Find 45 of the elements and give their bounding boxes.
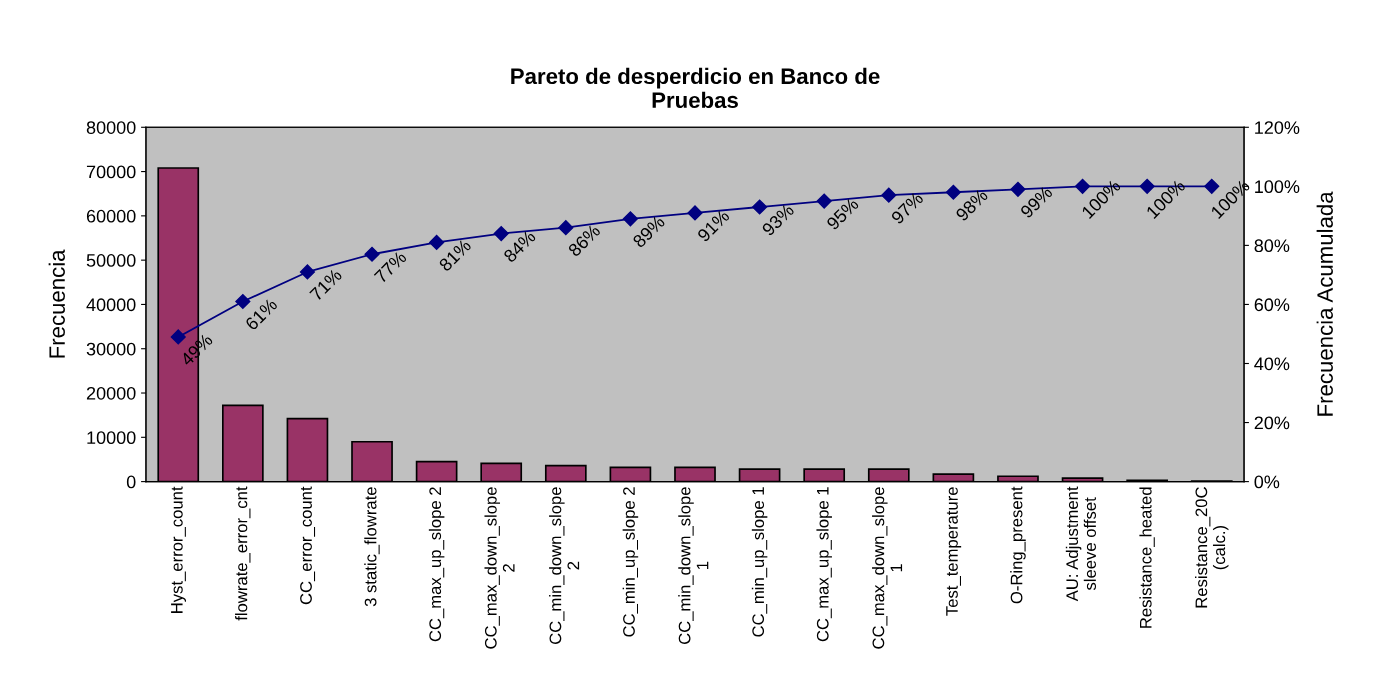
y-tick-label: 0 — [126, 475, 136, 489]
x-tick-label: CC_min_down_slope 2 — [549, 487, 580, 645]
chart-title: Pareto de desperdicio en Banco de Pruebas — [511, 67, 880, 109]
data-label: 95% — [825, 197, 860, 231]
y-tick-label: 30000 — [86, 342, 136, 356]
x-tick-label: CC_min_up_slope 1 — [751, 487, 768, 637]
x-tick-label: Test_temperature — [946, 487, 962, 616]
y-tick-label: 50000 — [86, 254, 136, 267]
y2-tick-label: 80% — [1254, 239, 1290, 253]
x-tick-label: 3 static_flowrate — [364, 487, 380, 607]
data-label: 86% — [567, 223, 602, 258]
y-tick-label: 80000 — [86, 121, 136, 134]
y-tick-label: 40000 — [86, 298, 136, 312]
y2-tick-label: 40% — [1254, 357, 1290, 371]
y2-tick-label: 100% — [1255, 180, 1300, 194]
y2-tick-label: 120% — [1255, 121, 1300, 134]
y-tick-label: 20000 — [86, 386, 136, 400]
data-label: 93% — [761, 202, 795, 237]
x-tick-label: CC_min_up_slope 2 — [622, 487, 639, 637]
y2-axis-title: Frecuencia Acumulada — [1316, 191, 1333, 416]
data-label: 71% — [309, 267, 343, 302]
x-tick-label: CC_max_down_slope 2 — [484, 487, 515, 649]
data-label: 89% — [632, 214, 666, 249]
x-tick-label: CC_max_up_slope 2 — [428, 487, 445, 642]
x-tick-label: CC_min_down_slope 1 — [678, 487, 709, 645]
x-tick-label: Hyst_error_count — [171, 486, 187, 613]
data-label: 91% — [696, 208, 731, 243]
x-tick-label: O-Ring_present — [1010, 486, 1026, 604]
x-tick-label: CC_max_up_slope 1 — [816, 487, 832, 642]
x-tick-label: CC_max_down_slope 1 — [872, 487, 903, 649]
x-tick-label: Resistance_20C (calc.) — [1195, 487, 1229, 608]
x-tick-label: Resistance_heated — [1139, 487, 1155, 628]
y-tick-label: 60000 — [86, 209, 136, 223]
y2-tick-label: 0% — [1254, 475, 1280, 489]
y2-tick-label: 20% — [1254, 416, 1290, 430]
x-tick-label: AU: Adjustment sleeve offset — [1065, 486, 1097, 602]
data-label: 61% — [244, 297, 279, 331]
data-label: 77% — [373, 250, 408, 284]
x-tick-label: CC_error_count — [300, 486, 316, 605]
y-tick-label: 70000 — [86, 165, 136, 179]
x-tick-label: flowrate_error_cnt — [235, 486, 251, 621]
data-label: 84% — [502, 229, 537, 264]
y-tick-label: 10000 — [87, 431, 136, 445]
y-axis-title: Frecuencia — [48, 249, 65, 358]
y2-tick-label: 60% — [1254, 298, 1290, 312]
